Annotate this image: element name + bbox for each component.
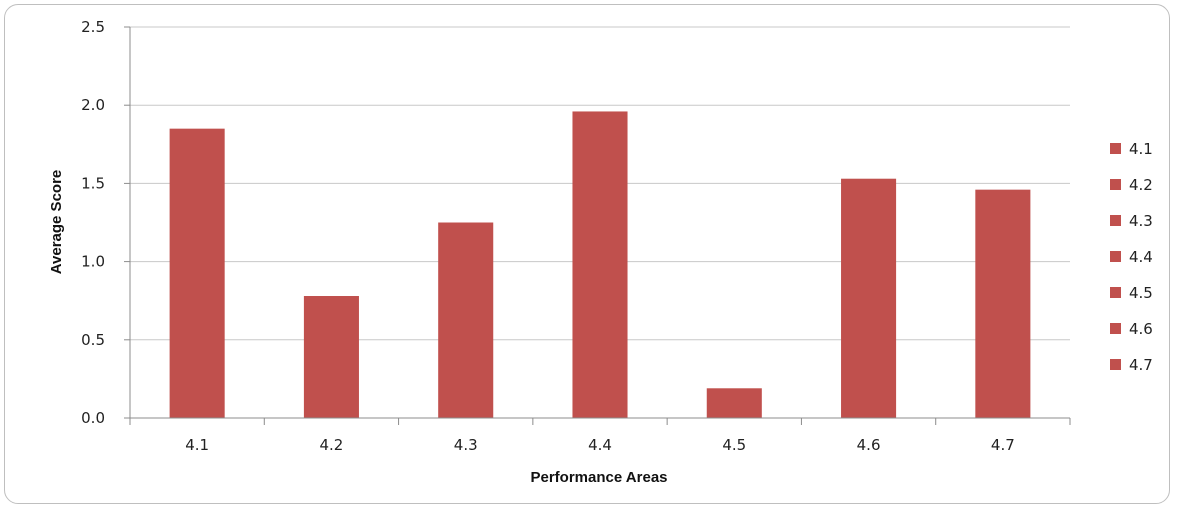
legend-label: 4.1: [1129, 140, 1153, 158]
y-tick-label: 0.0: [81, 409, 105, 427]
y-tick-labels: 0.0 0.5 1.0 1.5 2.0 2.5: [81, 18, 105, 427]
bar-4-4: [572, 111, 628, 419]
legend-label: 4.7: [1129, 356, 1153, 374]
legend-swatch: [1110, 143, 1121, 154]
legend: 4.1 4.2 4.3 4.4 4.5 4.6 4.7: [1110, 140, 1153, 374]
legend-swatch: [1110, 215, 1121, 226]
x-tick-label: 4.7: [991, 436, 1015, 454]
x-tick-label: 4.6: [857, 436, 881, 454]
y-axis-title: Average Score: [48, 170, 65, 275]
bars: [169, 111, 1031, 419]
legend-swatch: [1110, 251, 1121, 262]
legend-label: 4.3: [1129, 212, 1153, 230]
legend-item: 4.7: [1110, 356, 1153, 374]
legend-swatch: [1110, 359, 1121, 370]
axes: [124, 26, 1071, 425]
bar-4-6: [841, 178, 897, 418]
legend-label: 4.2: [1129, 176, 1153, 194]
bar-4-3: [438, 222, 494, 418]
bar-4-5: [706, 388, 762, 418]
legend-item: 4.4: [1110, 248, 1153, 266]
x-tick-label: 4.1: [185, 436, 209, 454]
legend-swatch: [1110, 179, 1121, 190]
y-tick-label: 2.0: [81, 96, 105, 114]
bar-4-2: [303, 296, 359, 418]
legend-item: 4.3: [1110, 212, 1153, 230]
y-tick-label: 2.5: [81, 18, 105, 36]
y-tick-label: 1.5: [81, 174, 105, 192]
legend-swatch: [1110, 287, 1121, 298]
x-tick-labels: 4.1 4.2 4.3 4.4 4.5 4.6 4.7: [185, 436, 1015, 454]
legend-swatch: [1110, 323, 1121, 334]
bar-4-7: [975, 189, 1031, 418]
y-tick-label: 1.0: [81, 253, 105, 271]
legend-item: 4.1: [1110, 140, 1153, 158]
legend-item: 4.6: [1110, 320, 1153, 338]
y-tick-label: 0.5: [81, 331, 105, 349]
legend-item: 4.2: [1110, 176, 1153, 194]
x-tick-label: 4.5: [722, 436, 746, 454]
legend-label: 4.6: [1129, 320, 1153, 338]
bar-4-1: [169, 128, 225, 418]
legend-label: 4.5: [1129, 284, 1153, 302]
x-tick-label: 4.3: [454, 436, 478, 454]
legend-label: 4.4: [1129, 248, 1153, 266]
x-tick-label: 4.4: [588, 436, 612, 454]
legend-item: 4.5: [1110, 284, 1153, 302]
x-axis-title: Performance Areas: [530, 469, 667, 486]
x-tick-label: 4.2: [319, 436, 343, 454]
